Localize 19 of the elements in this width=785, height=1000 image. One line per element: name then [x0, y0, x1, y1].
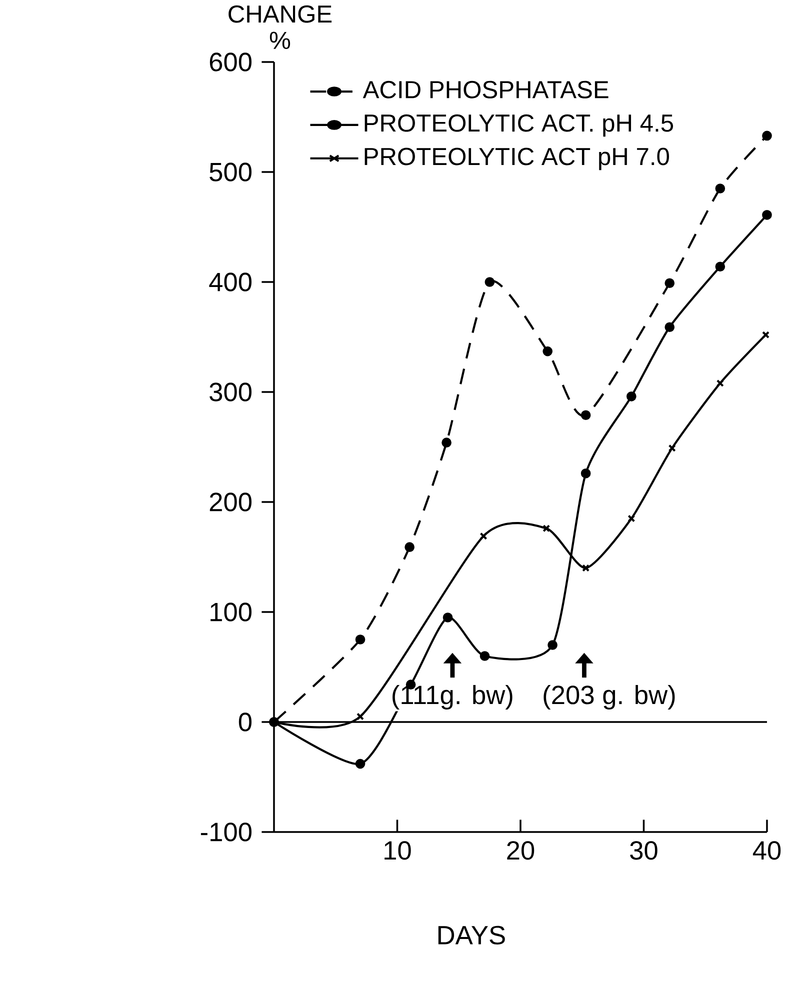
y-tick-label: 300 [210, 382, 252, 402]
annotation: (111g. bw) [392, 684, 512, 710]
legend-label: ACID PHOSPHATASE [362, 80, 608, 98]
y-tick-label: 200 [210, 492, 252, 512]
annotation: (203 g. bw) [544, 684, 675, 710]
x-tick-label: 40 [752, 841, 781, 860]
x-tick-label: 20 [507, 841, 534, 860]
y-tick-label: -100 [200, 822, 252, 842]
y-tick-label: 400 [209, 272, 252, 292]
y-tick-label: 0 [238, 712, 252, 732]
y-tick-label: 600 [210, 52, 252, 72]
x-axis-title: DAYS [438, 926, 505, 944]
y-axis-title: CHANGE % [228, 5, 332, 50]
x-tick-label: 30 [630, 841, 658, 860]
x-tick-label: 10 [384, 841, 411, 860]
y-tick-label: 100 [210, 602, 252, 622]
legend-label: PROTEOLYTIC ACT. pH 4.5 [364, 114, 674, 137]
y-tick-label: 500 [210, 162, 252, 182]
legend-label: PROTEOLYTIC ACT pH 7.0 [364, 148, 669, 170]
